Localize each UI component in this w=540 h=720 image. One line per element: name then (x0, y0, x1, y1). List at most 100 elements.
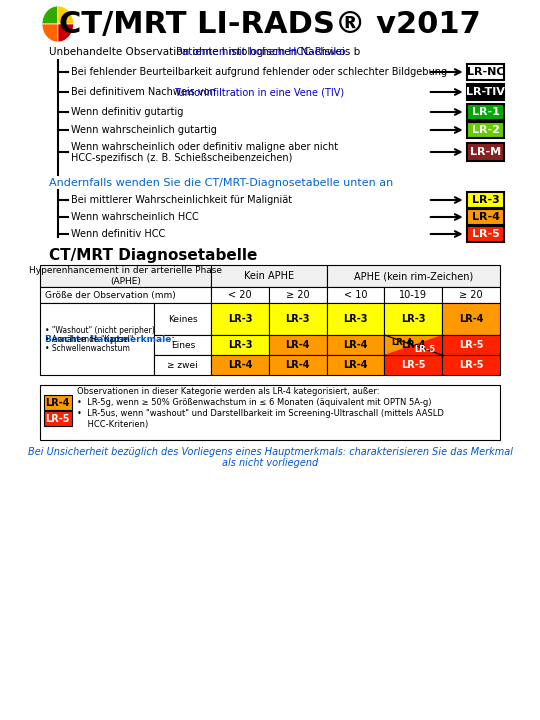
Text: LR-5: LR-5 (458, 340, 483, 350)
Text: LR-5: LR-5 (472, 229, 500, 239)
Text: • Annähernde "Kapsel": • Annähernde "Kapsel" (45, 335, 133, 343)
Text: ≥ 20: ≥ 20 (459, 290, 483, 300)
Text: ≥ zwei: ≥ zwei (167, 361, 198, 369)
Bar (327, 303, 384, 335)
Text: Andernfalls wenden Sie die CT/MRT-Diagnosetabelle unten an: Andernfalls wenden Sie die CT/MRT-Diagno… (49, 178, 393, 188)
Bar (467, 122, 504, 138)
Text: LR-4: LR-4 (45, 397, 70, 408)
Text: LR-3: LR-3 (472, 195, 500, 205)
Bar (467, 192, 504, 208)
Bar (269, 335, 327, 355)
Text: • "Washout" (nicht peripher): • "Washout" (nicht peripher) (45, 325, 154, 335)
Text: LR-4: LR-4 (228, 360, 252, 370)
Text: Wenn definitiv gutartig: Wenn definitiv gutartig (71, 107, 183, 117)
Text: < 10: < 10 (344, 290, 367, 300)
Bar (384, 335, 442, 355)
Bar (384, 335, 442, 355)
Bar (40, 303, 154, 375)
Text: Größe der Observation (mm): Größe der Observation (mm) (45, 290, 176, 300)
Text: LR-4: LR-4 (343, 340, 368, 350)
Text: LR-3: LR-3 (286, 314, 310, 324)
Text: HCC-Kriterien): HCC-Kriterien) (77, 420, 148, 428)
Bar (384, 303, 442, 335)
Bar (442, 287, 500, 303)
Bar (327, 265, 500, 287)
Text: CT/MRT Diagnosetabelle: CT/MRT Diagnosetabelle (49, 248, 258, 263)
Bar (154, 303, 211, 335)
Bar (327, 335, 384, 355)
Text: • Schwellenwachstum: • Schwellenwachstum (45, 343, 130, 353)
Bar (467, 64, 504, 80)
Bar (467, 209, 504, 225)
Text: LR-4: LR-4 (286, 360, 310, 370)
Wedge shape (42, 6, 58, 24)
Text: Bei mittlerer Wahrscheinlichkeit für Maligniät: Bei mittlerer Wahrscheinlichkeit für Mal… (71, 195, 292, 205)
Text: LR-2: LR-2 (472, 125, 500, 135)
Text: LR-M: LR-M (470, 147, 501, 157)
Text: Observationen in dieser Kategorie werden als LR-4 kategorisiert, außer:: Observationen in dieser Kategorie werden… (77, 387, 380, 395)
Text: LR-3: LR-3 (228, 314, 252, 324)
Text: LR-5: LR-5 (401, 360, 426, 370)
Bar (384, 287, 442, 303)
Bar (40, 287, 211, 303)
Bar (467, 84, 504, 100)
Text: LR-5: LR-5 (414, 345, 435, 354)
Wedge shape (42, 24, 58, 42)
Text: LR-TIV: LR-TIV (466, 87, 505, 97)
Text: Bei fehlender Beurteilbarkeit aufgrund fehlender oder schlechter Bildgebung: Bei fehlender Beurteilbarkeit aufgrund f… (71, 67, 447, 77)
Text: APHE (kein rim-Zeichen): APHE (kein rim-Zeichen) (354, 271, 473, 281)
Text: LR-1: LR-1 (472, 107, 500, 117)
Bar (154, 335, 211, 355)
Bar (269, 355, 327, 375)
Text: LR-3: LR-3 (401, 314, 426, 324)
Circle shape (42, 6, 73, 42)
Text: Wenn definitiv HCC: Wenn definitiv HCC (71, 229, 165, 239)
Text: als nicht vorliegend: als nicht vorliegend (222, 458, 318, 468)
Wedge shape (58, 6, 73, 24)
Text: •  LR-5us, wenn "washout" und Darstellbarkeit im Screening-Ultraschall (mittels : • LR-5us, wenn "washout" und Darstellbar… (77, 408, 444, 418)
Text: LR-4: LR-4 (458, 314, 483, 324)
Text: LR-4: LR-4 (286, 340, 310, 350)
Text: Kein APHE: Kein APHE (244, 271, 294, 281)
Text: ≥ 20: ≥ 20 (286, 290, 309, 300)
Text: •  LR-5g, wenn ≥ 50% Größenwachstum in ≤ 6 Monaten (äquivalent mit OPTN 5A-g): • LR-5g, wenn ≥ 50% Größenwachstum in ≤ … (77, 397, 431, 407)
Polygon shape (384, 335, 442, 355)
Text: Keines: Keines (168, 315, 198, 323)
Text: LR-4: LR-4 (343, 360, 368, 370)
Text: Tumorinfiltration in eine Vene (TIV): Tumorinfiltration in eine Vene (TIV) (174, 87, 345, 97)
Text: Unbehandelte Observation ohne histologischen Nachweis b: Unbehandelte Observation ohne histologis… (49, 47, 360, 57)
Text: < 20: < 20 (228, 290, 252, 300)
Polygon shape (384, 335, 442, 355)
Bar (211, 355, 269, 375)
Text: Wenn wahrscheinlich gutartig: Wenn wahrscheinlich gutartig (71, 125, 217, 135)
Bar (467, 104, 504, 120)
Bar (211, 303, 269, 335)
Text: HCC-spezifisch (z. B. Schießscheibenzeichen): HCC-spezifisch (z. B. Schießscheibenzeic… (71, 153, 292, 163)
Text: LR-4: LR-4 (391, 338, 412, 346)
Bar (44, 411, 72, 426)
Text: LR-5: LR-5 (45, 413, 70, 423)
Bar (44, 395, 72, 410)
Bar (269, 287, 327, 303)
Bar (211, 335, 269, 355)
Bar (442, 303, 500, 335)
Text: LR-3: LR-3 (343, 314, 368, 324)
Bar (467, 226, 504, 242)
Text: LR-5: LR-5 (458, 360, 483, 370)
Text: LR-4: LR-4 (472, 212, 500, 222)
Text: Eines: Eines (171, 341, 195, 349)
Text: CT/MRT LI-RADS® v2017: CT/MRT LI-RADS® v2017 (59, 9, 481, 38)
Bar (467, 143, 504, 161)
Bar (40, 385, 500, 440)
Text: Wenn wahrscheinlich oder definitiv maligne aber nicht: Wenn wahrscheinlich oder definitiv malig… (71, 142, 338, 152)
Text: LR-NC: LR-NC (467, 67, 504, 77)
Text: 10-19: 10-19 (399, 290, 427, 300)
Text: Bei Unsicherheit bezüglich des Vorliegens eines Hauptmerkmals: charakterisieren : Bei Unsicherheit bezüglich des Vorliegen… (28, 447, 512, 457)
Text: Bei definitivem Nachweis von: Bei definitivem Nachweis von (71, 87, 219, 97)
Text: Patienten mit hohem HCC-Risiko: Patienten mit hohem HCC-Risiko (176, 47, 345, 57)
Bar (384, 355, 442, 375)
Text: LR-3: LR-3 (228, 340, 252, 350)
Bar (327, 355, 384, 375)
Bar (211, 265, 327, 287)
Bar (40, 265, 211, 287)
